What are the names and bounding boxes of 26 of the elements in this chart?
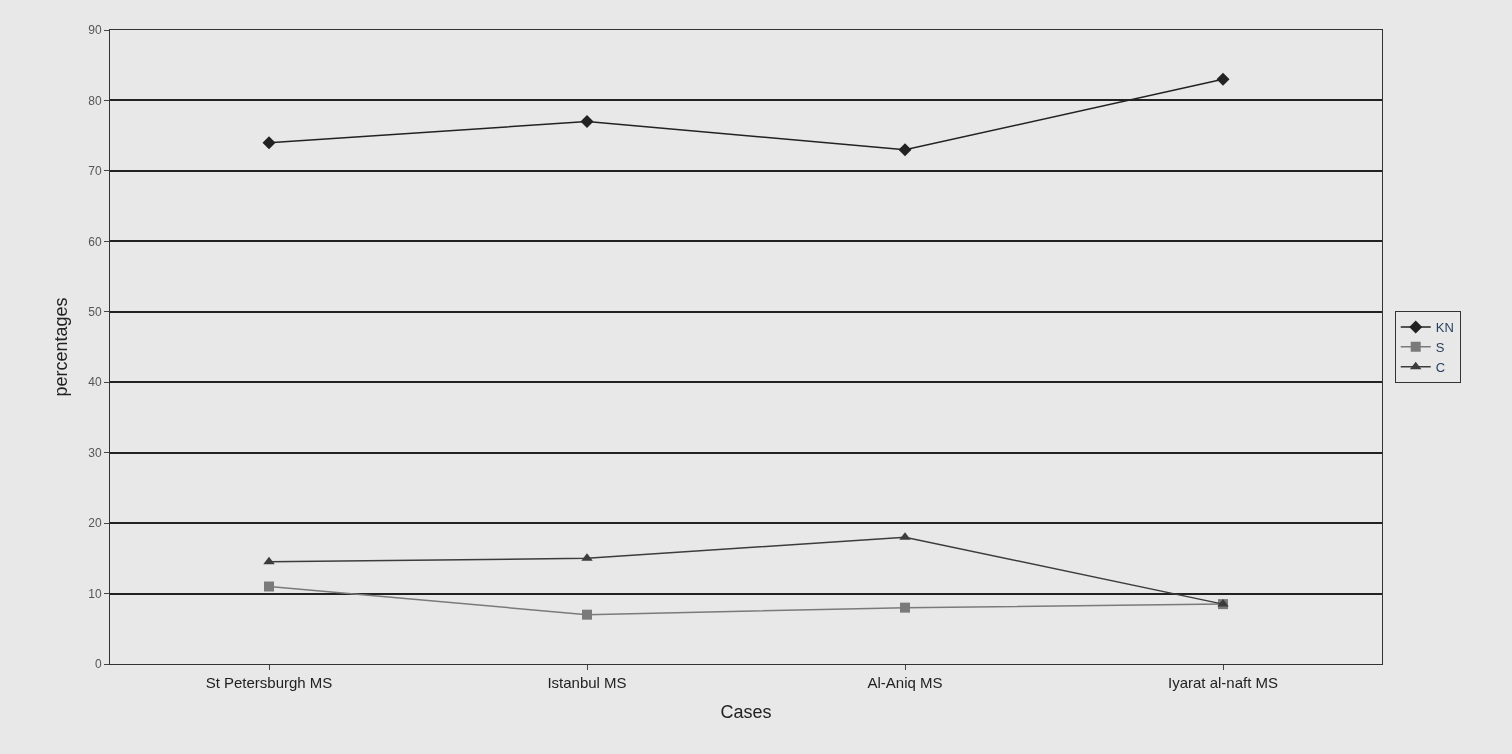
y-tick-label: 80 — [88, 93, 102, 108]
x-axis-title: Cases — [720, 702, 772, 723]
y-tick-label: 50 — [88, 304, 102, 319]
point — [582, 609, 592, 620]
y-axis-title: percentages — [51, 297, 72, 397]
y-tick-label: 10 — [88, 586, 102, 601]
x-tick-label: Istanbul MS — [547, 674, 627, 691]
legend-label: S — [1435, 339, 1445, 355]
point — [580, 115, 594, 129]
y-tick-label: 40 — [88, 375, 102, 390]
y-tick-label: 60 — [88, 234, 102, 249]
x-tick-label: Iyarat al-naft MS — [1167, 674, 1279, 691]
y-tick-label: 0 — [94, 657, 102, 672]
y-tick-label: 20 — [88, 516, 102, 531]
point — [1216, 72, 1230, 86]
y-tick-label: 30 — [88, 445, 102, 460]
legend-label: C — [1435, 359, 1446, 375]
point — [898, 143, 912, 157]
point — [900, 602, 910, 613]
point — [262, 136, 276, 150]
x-tick-label: Al-Aniq MS — [867, 674, 943, 691]
x-tick-label: St Petersburgh MS — [205, 674, 333, 691]
y-tick-label: 90 — [88, 23, 102, 38]
legend-label: KN — [1435, 320, 1454, 336]
point — [264, 581, 274, 592]
y-tick-label: 70 — [88, 164, 102, 179]
